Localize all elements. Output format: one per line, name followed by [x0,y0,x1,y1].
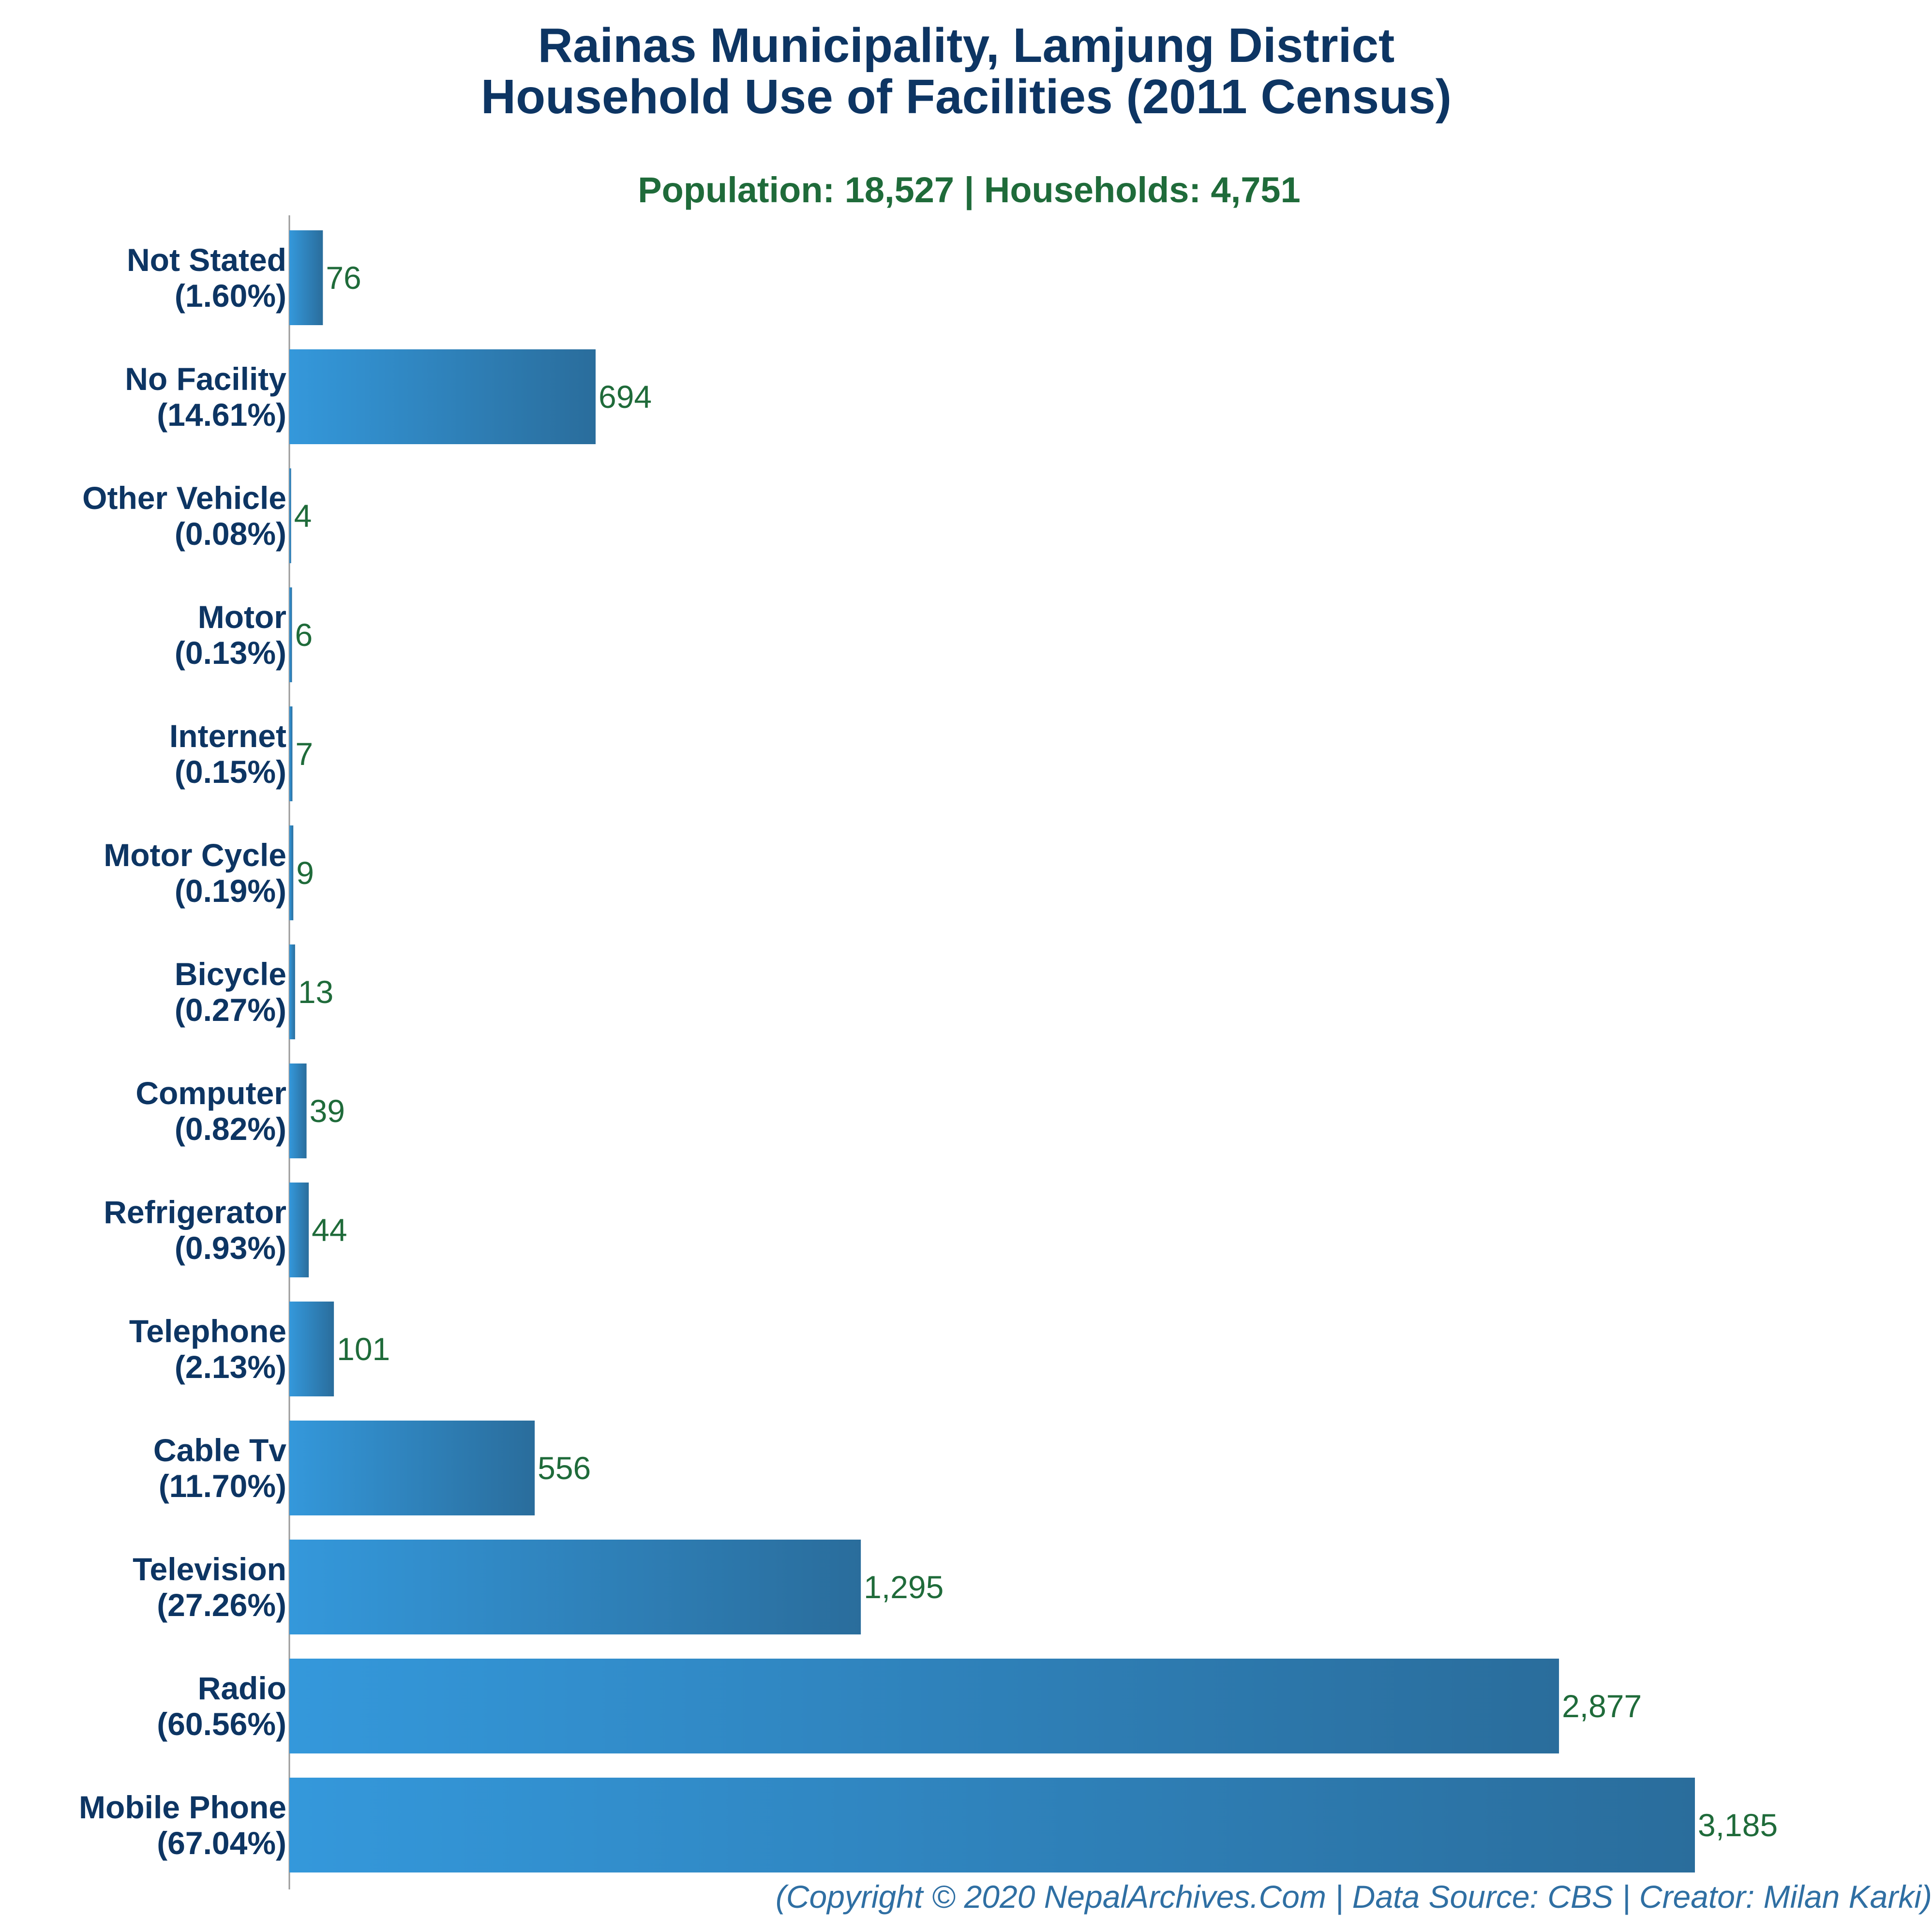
category-percent-label: (0.93%) [175,1230,286,1266]
bar-bicycle [289,944,295,1039]
category-percent-label: (0.82%) [175,1111,286,1147]
category-label: No Facility [125,361,286,397]
bar-not-stated [289,230,323,325]
value-label: 556 [538,1450,591,1486]
bar-other-vehicle [289,468,291,563]
value-label: 7 [295,736,313,772]
category-percent-label: (0.19%) [175,873,286,909]
value-label: 9 [296,855,314,891]
category-label: Television [133,1551,286,1587]
category-label: Refrigerator [104,1194,286,1230]
category-label: Motor Cycle [104,837,286,873]
category-label: Bicycle [175,956,286,992]
category-percent-label: (0.08%) [175,516,286,552]
bar-television [289,1540,861,1634]
category-label: Internet [169,718,286,754]
value-label: 44 [312,1212,347,1248]
chart-title-line1: Rainas Municipality, Lamjung District [538,18,1395,73]
category-label: Mobile Phone [79,1789,286,1825]
category-label: Cable Tv [153,1432,286,1468]
bar-motor-cycle [289,825,294,920]
category-percent-label: (60.56%) [157,1706,286,1742]
category-percent-label: (67.04%) [157,1825,286,1861]
chart-footer: (Copyright © 2020 NepalArchives.Com | Da… [776,1879,1932,1916]
value-label: 6 [295,617,313,653]
category-label: Telephone [129,1313,286,1349]
category-percent-label: (0.13%) [175,635,286,671]
category-percent-label: (27.26%) [157,1587,286,1623]
bar-mobile-phone [289,1778,1695,1872]
value-label: 101 [337,1331,390,1367]
chart-subtitle: Population: 18,527 | Households: 4,751 [638,170,1301,210]
chart-title-line2: Household Use of Facilities (2011 Census… [481,70,1452,124]
value-label: 4 [294,498,312,534]
value-label: 76 [326,260,361,296]
value-label: 13 [298,974,333,1010]
value-label: 2,877 [1562,1688,1642,1724]
bar-cable-tv [289,1421,535,1515]
category-percent-label: (14.61%) [157,397,286,433]
value-label: 694 [599,379,652,415]
value-label: 1,295 [864,1569,944,1605]
category-percent-label: (11.70%) [159,1468,286,1504]
value-label: 3,185 [1698,1807,1778,1843]
category-label: Not Stated [127,242,286,278]
bar-telephone [289,1302,334,1396]
category-label: Radio [198,1670,286,1706]
category-label: Computer [135,1075,286,1111]
bar-refrigerator [289,1183,309,1277]
category-percent-label: (0.27%) [175,992,286,1028]
value-label: 39 [310,1093,345,1129]
bar-internet [289,706,293,801]
bar-motor [289,587,292,682]
category-label: Motor [198,599,286,635]
category-percent-label: (1.60%) [175,278,286,314]
bar-radio [289,1659,1559,1753]
bar-no-facility [289,349,596,444]
bar-computer [289,1063,307,1158]
category-percent-label: (2.13%) [175,1349,286,1385]
category-percent-label: (0.15%) [175,754,286,790]
category-label: Other Vehicle [82,480,286,516]
